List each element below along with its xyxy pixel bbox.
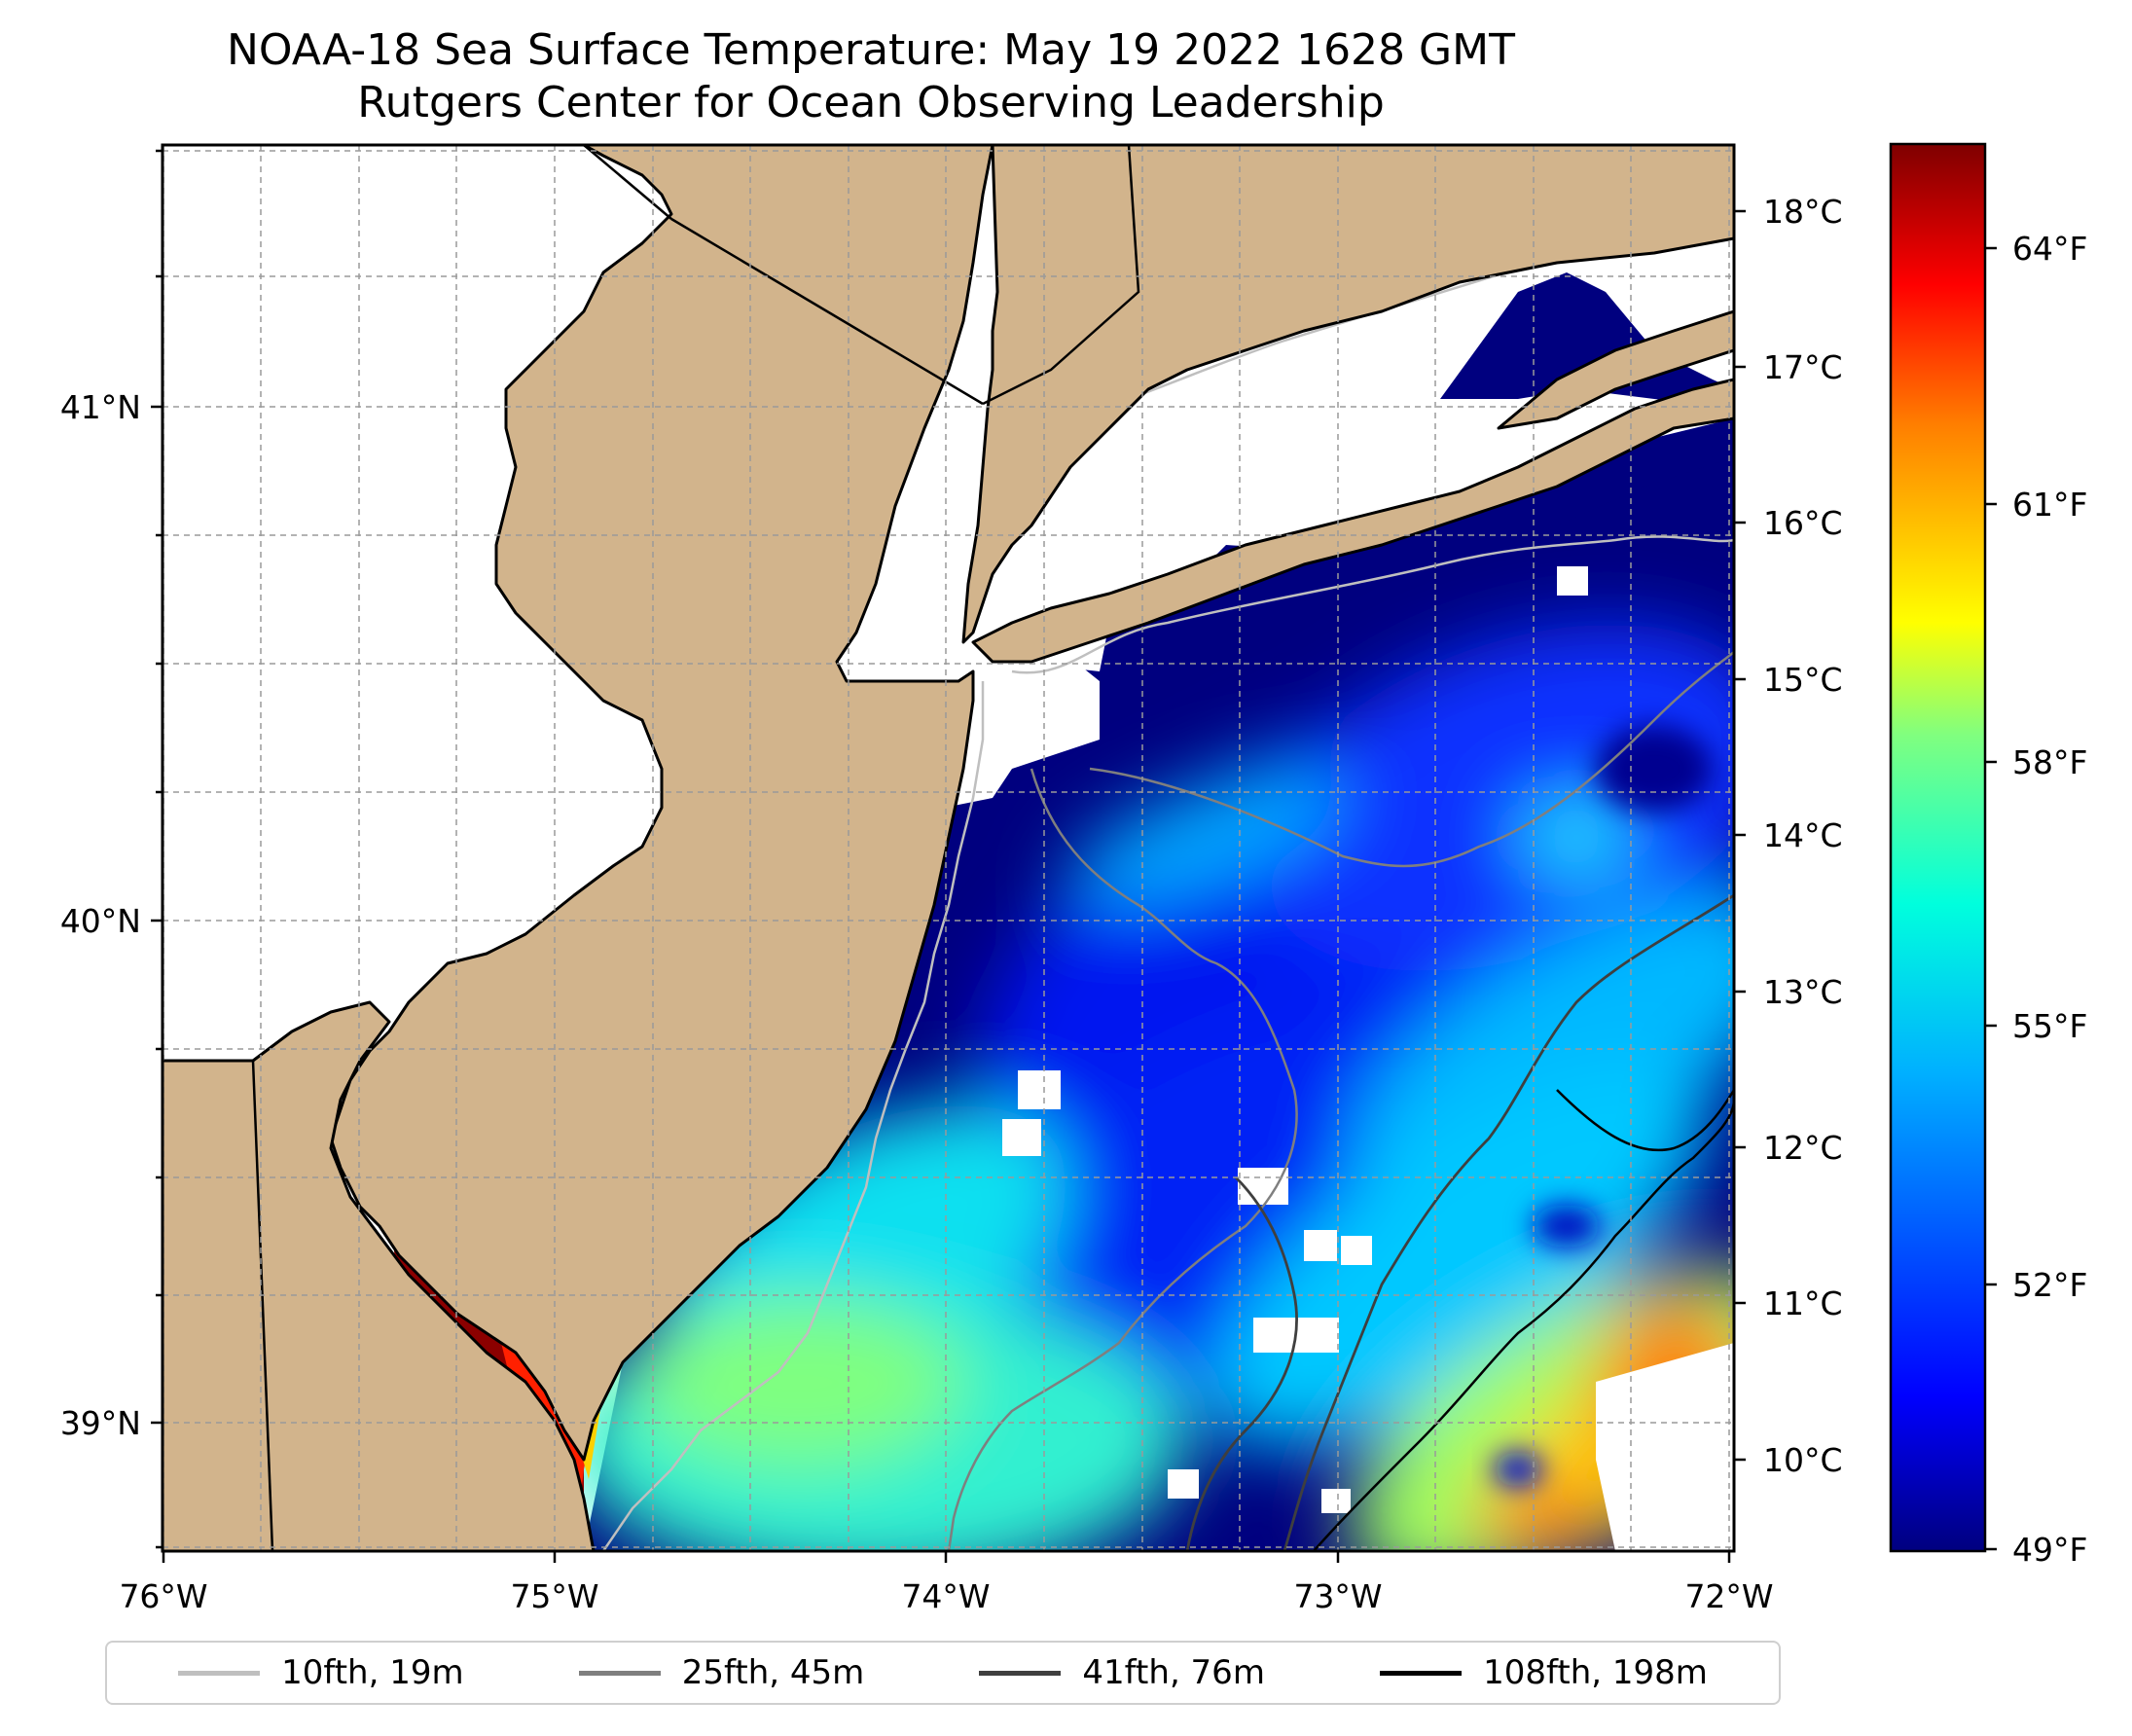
legend-label: 41fth, 76m [1082,1653,1265,1692]
legend-swatch [1380,1670,1463,1676]
figure-subtitle: Rutgers Center for Ocean Observing Leade… [357,78,1385,127]
cloud-patch-nyb [934,623,1100,808]
cloud-patch-6 [1341,1236,1372,1265]
lat-tick-label: 41°N [60,388,141,426]
fahrenheit-tick-label: 55°F [2012,1007,2087,1045]
lat-tick-label: 40°N [60,902,141,940]
lon-tick-label: 72°W [1684,1577,1773,1615]
cloud-patch-4 [1238,1168,1288,1205]
cloud-patch-8 [1168,1469,1199,1499]
legend-entry: 10fth, 19m [178,1653,464,1692]
fahrenheit-tick-label: 52°F [2012,1266,2087,1304]
legend-entry: 25fth, 45m [578,1653,865,1692]
figure-title: NOAA-18 Sea Surface Temperature: May 19 … [227,25,1515,75]
land-long-island [971,378,1734,664]
cloud-patch-5 [1304,1230,1337,1261]
celsius-tick-label: 13°C [1763,973,1843,1011]
sst-li-south-strip [1109,418,1734,671]
legend: 10fth, 19m 25fth, 45m 41fth, 76m 108fth,… [105,1641,1781,1705]
legend-swatch [979,1670,1062,1676]
celsius-axis: 18°C 17°C 16°C 15°C 14°C 13°C 12°C 11°C … [1734,193,1843,1479]
border-ny-pa [583,145,672,220]
lat-tick-label: 39°N [60,1404,141,1442]
contour-25fth [947,651,1734,1551]
celsius-tick-label: 14°C [1763,816,1843,854]
land-new-jersey-pennsylvania [163,145,994,1462]
celsius-tick-label: 10°C [1763,1441,1843,1479]
sst-orange-patch-2 [1469,1479,1606,1551]
cloud-patch-2 [1018,1070,1061,1109]
border-de-md [251,1060,274,1551]
cloud-patch-3 [1002,1119,1041,1156]
lon-tick-label: 75°W [510,1577,598,1615]
celsius-tick-label: 11°C [1763,1284,1843,1322]
celsius-tick-label: 17°C [1763,348,1843,386]
celsius-tick-label: 18°C [1763,193,1843,231]
celsius-tick-label: 12°C [1763,1129,1843,1167]
colorbar: 64°F 61°F 58°F 55°F 52°F 49°F [1889,142,2087,1569]
legend-entry: 108fth, 198m [1380,1653,1708,1692]
sst-eddy-1 [1596,725,1713,813]
sst-cyan-patch-1 [1068,769,1345,905]
sst-cyan-core [1518,798,1635,876]
sst-green-patch [632,1294,963,1469]
land-connecticut-shore [1497,309,1734,430]
land [163,145,1734,1551]
sst-field [394,272,1734,1551]
sst-eddy-2 [1533,1205,1601,1248]
fahrenheit-tick-label: 61°F [2012,486,2087,524]
border-ct-ny [982,145,1140,406]
sst-blue-band-3 [925,1000,1507,1432]
fahrenheit-tick-label: 58°F [2012,743,2087,781]
legend-label: 10fth, 19m [281,1653,464,1692]
legend-entry: 41fth, 76m [979,1653,1265,1692]
fahrenheit-tick-label: 64°F [2012,230,2087,268]
gridlines [163,145,1734,1551]
legend-label: 25fth, 45m [681,1653,865,1692]
legend-label: 108fth, 198m [1483,1653,1708,1692]
colorbar-gradient [1889,142,1987,1553]
state-borders [163,145,1140,1551]
lon-tick-label: 76°W [119,1577,207,1615]
lon-tick-label: 73°W [1293,1577,1382,1615]
contour-41fth [1185,893,1734,1551]
legend-swatch [178,1670,261,1676]
celsius-tick-label: 16°C [1763,504,1843,542]
lon-tick-label: 74°W [901,1577,990,1615]
contour-108fth [1313,1089,1734,1551]
legend-swatch [578,1670,661,1676]
border-nj-ny [670,217,984,406]
axis-ticks [151,149,1731,1563]
map-border [161,143,1736,1553]
celsius-tick-label: 15°C [1763,661,1843,699]
cloud-patch-1 [1557,566,1588,596]
sst-eddy-3 [1494,1452,1542,1487]
cloud-patch-9 [1321,1489,1351,1513]
land-delaware-maryland [163,1000,596,1551]
sst-blue-band-2 [1256,624,1734,972]
fahrenheit-tick-label: 49°F [2012,1531,2087,1569]
land-new-york [961,145,1734,644]
